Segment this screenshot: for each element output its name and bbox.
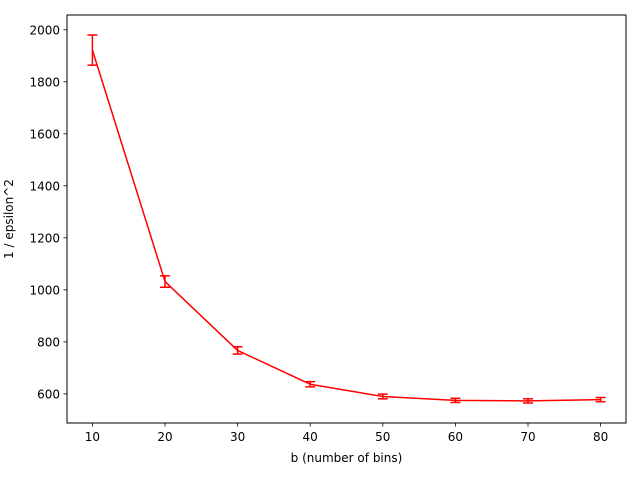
x-axis: 10 20 30 40 50 60 70 80: [85, 423, 608, 444]
y-axis-label: 1 / epsilon^2: [2, 179, 16, 259]
y-tick-label: 1200: [29, 231, 60, 245]
x-tick-label: 20: [157, 430, 172, 444]
plot-area: [87, 34, 606, 404]
y-tick-label: 1600: [29, 127, 60, 141]
series-line: [91, 49, 601, 402]
x-tick-label: 50: [375, 430, 390, 444]
y-tick-label: 800: [37, 335, 60, 349]
x-tick-label: 40: [303, 430, 318, 444]
y-tick-label: 1400: [29, 179, 60, 193]
x-tick-label: 30: [230, 430, 245, 444]
y-axis: 600 800 1000 1200 1400 1600 1800 2000: [29, 23, 67, 401]
y-tick-label: 1800: [29, 75, 60, 89]
x-tick-label: 70: [520, 430, 535, 444]
y-tick-label: 600: [37, 387, 60, 401]
y-tick-label: 2000: [29, 23, 60, 37]
x-tick-label: 80: [593, 430, 608, 444]
x-tick-label: 10: [85, 430, 100, 444]
x-tick-label: 60: [448, 430, 463, 444]
y-tick-label: 1000: [29, 283, 60, 297]
axes-frame: [66, 14, 627, 424]
x-axis-label: b (number of bins): [291, 451, 403, 465]
